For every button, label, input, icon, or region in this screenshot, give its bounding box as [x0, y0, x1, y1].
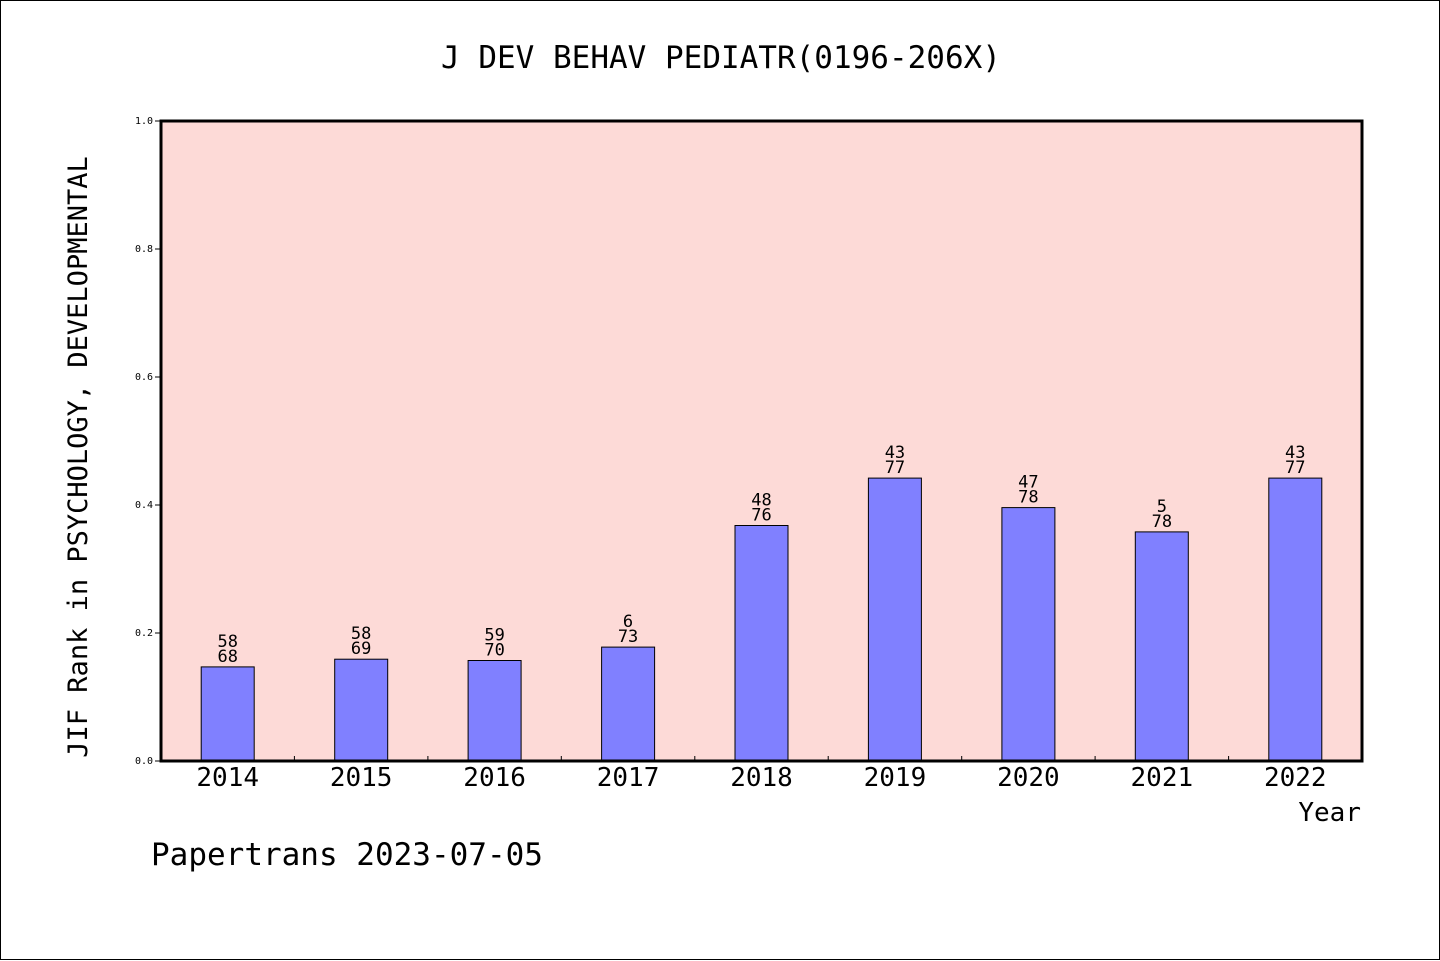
- x-tick-label-2015: 2015: [330, 763, 393, 793]
- y-tick-label-1.0: 1.0: [135, 116, 153, 127]
- x-axis-label: Year: [1298, 798, 1361, 828]
- bar-2016: [467, 660, 522, 762]
- bar-label-total-2020: 78: [1018, 488, 1038, 508]
- y-tick-label-0.0: 0.0: [135, 756, 153, 767]
- bar-2018: [734, 525, 789, 762]
- bar-label-total-2019: 77: [885, 458, 905, 478]
- bar-label-total-2022: 77: [1285, 458, 1305, 478]
- y-tick-label-0.2: 0.2: [135, 628, 153, 639]
- x-axis-ticks: 2014 2015 2016 2017 2018 2019 2020 2021 2022: [196, 756, 1327, 793]
- y-tick-label-0.6: 0.6: [135, 372, 153, 383]
- x-tick-label-2020: 2020: [997, 763, 1060, 793]
- bar-label-rank-2015: 58: [351, 624, 371, 644]
- y-tick-label-0.8: 0.8: [135, 244, 153, 255]
- bar-label-total-2018: 76: [751, 506, 771, 526]
- bar-2014: [200, 666, 255, 762]
- bar-label-rank-2014: 58: [217, 632, 237, 652]
- x-tick-label-2016: 2016: [463, 763, 526, 793]
- x-tick-label-2014: 2014: [196, 763, 259, 793]
- bar-label-total-2021: 78: [1152, 512, 1172, 532]
- bar-2020: [1001, 507, 1056, 762]
- bar-label-rank-2020: 47: [1018, 473, 1038, 493]
- x-tick-label-2021: 2021: [1131, 763, 1194, 793]
- y-tick-label-0.4: 0.4: [135, 500, 153, 511]
- chart-title: J DEV BEHAV PEDIATR(0196-206X): [441, 40, 1001, 76]
- plot-border: [159, 119, 1364, 763]
- x-tick-label-2022: 2022: [1264, 763, 1327, 793]
- x-tick-label-2018: 2018: [730, 763, 793, 793]
- bar-label-rank-2016: 59: [484, 626, 504, 646]
- bar-label-rank-2019: 43: [885, 443, 905, 463]
- x-tick-label-2019: 2019: [864, 763, 927, 793]
- y-axis-ticks: 0.0 0.2 0.4 0.6 0.8 1.0: [135, 116, 161, 767]
- y-axis-label: JIF Rank in PSYCHOLOGY, DEVELOPMENTAL: [63, 156, 94, 757]
- bars-group: [200, 477, 1323, 762]
- bar-label-rank-2022: 43: [1285, 443, 1305, 463]
- bar-label-total-2016: 70: [484, 641, 504, 661]
- bar-2017: [601, 646, 656, 762]
- bar-label-rank-2018: 48: [751, 491, 771, 511]
- bar-label-total-2014: 68: [217, 647, 237, 667]
- bar-2022: [1268, 477, 1323, 762]
- x-tick-label-2017: 2017: [597, 763, 660, 793]
- bar-label-rank-2017: 6: [623, 612, 633, 632]
- bar-2019: [867, 477, 922, 762]
- bar-label-total-2017: 73: [618, 627, 638, 647]
- footer-text: Papertrans 2023-07-05: [151, 837, 543, 873]
- bar-label-rank-2021: 5: [1157, 497, 1167, 517]
- bar-2021: [1134, 531, 1189, 762]
- bar-label-total-2015: 69: [351, 639, 371, 659]
- bar-2015: [334, 658, 389, 762]
